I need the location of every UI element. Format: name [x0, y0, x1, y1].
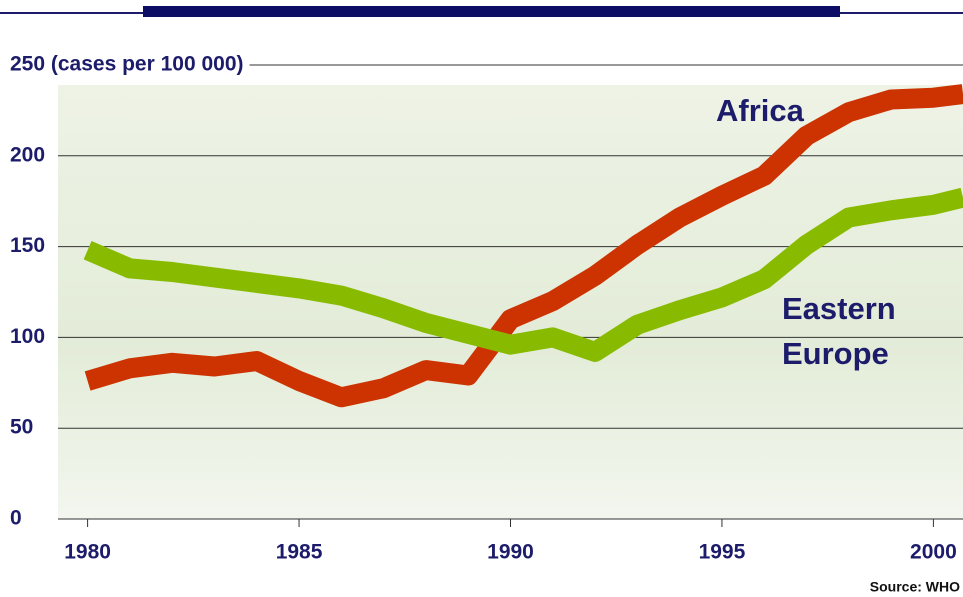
x-tick-label: 1990	[487, 541, 534, 564]
y-tick-label: 50	[10, 416, 33, 439]
y-tick-label: 100	[10, 325, 45, 348]
x-tick-label: 1995	[699, 541, 746, 564]
source: Source: WHO	[870, 579, 960, 595]
y-tick-label: 0	[10, 507, 22, 530]
header-band	[143, 6, 840, 17]
annotation: Europe	[782, 336, 889, 371]
annotation: Africa	[716, 93, 805, 128]
series-line	[84, 84, 963, 408]
series-line	[83, 187, 963, 362]
y-tick-label: 250 (cases per 100 000)	[10, 53, 244, 76]
y-tick-label: 200	[10, 143, 45, 166]
background-photo	[58, 85, 963, 519]
x-tick-label: 2000	[910, 541, 957, 564]
x-tick-label: 1980	[64, 541, 111, 564]
x-tick-label: 1985	[276, 541, 323, 564]
annotation: Eastern	[782, 291, 896, 326]
y-tick-label: 150	[10, 234, 45, 257]
